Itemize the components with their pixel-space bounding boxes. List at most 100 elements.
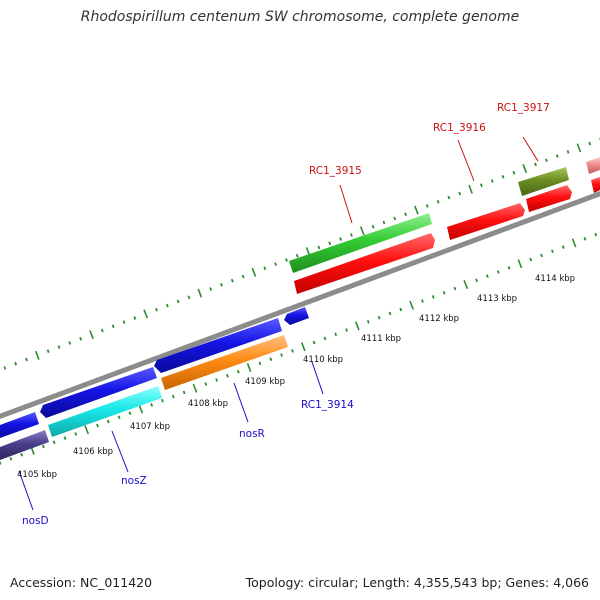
minor-tick <box>317 245 321 250</box>
minor-tick <box>133 316 137 320</box>
minor-tick <box>258 361 262 366</box>
minor-tick <box>220 282 223 287</box>
minor-tick <box>52 440 56 445</box>
minor-tick <box>490 179 494 183</box>
minor-tick <box>226 373 229 378</box>
minor-tick <box>404 212 408 217</box>
minor-tick <box>79 336 83 341</box>
genome-summary-text: Topology: circular; Length: 4,355,543 bp… <box>245 575 589 590</box>
gene-label-nosd: nosD <box>22 515 49 527</box>
leader-line-rc1-3917 <box>522 136 539 162</box>
cds-arrow-rc1-3917-olive[interactable] <box>518 167 569 196</box>
map-title: Rhodospirillum centenum SW chromosome, c… <box>80 9 520 25</box>
leader-line-rc1-3915 <box>339 184 353 224</box>
minor-tick <box>280 353 284 357</box>
cds-arrow-rc1-3916[interactable] <box>447 203 525 240</box>
gene-label-rc1-3917: RC1_3917 <box>497 102 550 114</box>
gene-label-rc1-3914: RC1_3914 <box>301 399 354 411</box>
chromosome-backbone <box>0 191 600 419</box>
minor-tick <box>594 232 598 237</box>
minor-tick <box>555 154 559 158</box>
cds-arrow-orange[interactable] <box>161 335 288 390</box>
minor-tick <box>312 340 316 345</box>
minor-tick <box>176 299 180 304</box>
minor-tick <box>41 444 45 449</box>
cds-arrow-rc1-3914[interactable] <box>284 307 309 325</box>
minor-tick <box>475 278 479 283</box>
major-tick <box>571 238 577 248</box>
minor-tick <box>150 403 154 407</box>
minor-tick <box>155 307 158 312</box>
minor-tick <box>529 257 533 262</box>
cds-arrow-rc1-3917-red[interactable] <box>526 185 572 212</box>
minor-tick <box>388 311 392 316</box>
minor-tick <box>122 320 126 325</box>
minor-tick <box>25 357 28 362</box>
minor-tick <box>339 237 343 241</box>
minor-tick <box>350 233 353 237</box>
leader-line-nosr <box>233 382 249 423</box>
minor-tick <box>550 249 554 254</box>
minor-tick <box>204 382 208 386</box>
gene-label-rc1-3916: RC1_3916 <box>433 122 486 134</box>
scale-label-4107: 4107 kbp <box>130 422 170 432</box>
cds-arrow-rc1-3915-red[interactable] <box>294 233 435 294</box>
minor-tick <box>9 457 13 461</box>
scale-label-4113: 4113 kbp <box>477 294 517 304</box>
major-tick <box>138 404 144 414</box>
minor-tick <box>377 315 381 320</box>
minor-tick <box>241 274 245 279</box>
leader-line-nosz <box>111 430 129 473</box>
leader-line-nosd <box>18 470 34 511</box>
cds-arrow-blue-upper-right[interactable] <box>154 318 282 373</box>
major-tick <box>89 330 94 340</box>
leader-line-rc1-3916 <box>457 139 475 182</box>
major-tick <box>463 280 469 289</box>
minor-tick <box>512 170 516 175</box>
minor-tick <box>442 290 446 295</box>
minor-tick <box>111 324 115 329</box>
scale-label-4114: 4114 kbp <box>535 274 575 284</box>
cds-arrow-rc1-3915-green[interactable] <box>289 213 432 273</box>
minor-tick <box>431 295 435 299</box>
minor-tick <box>421 299 424 303</box>
minor-tick <box>382 220 386 225</box>
minor-tick <box>371 224 375 229</box>
minor-tick <box>20 452 24 457</box>
leader-line-rc1-3914 <box>311 361 324 395</box>
major-tick <box>34 350 40 360</box>
cds-arrow-partial-pink[interactable] <box>586 157 600 174</box>
cds-arrow-cyan[interactable] <box>48 386 162 437</box>
minor-tick <box>540 253 543 258</box>
minor-tick <box>171 394 175 399</box>
cds-arrow-blue-mid[interactable] <box>40 367 157 418</box>
scale-label-4106: 4106 kbp <box>73 447 113 457</box>
major-tick <box>143 309 149 319</box>
minor-tick <box>453 286 457 291</box>
minor-tick <box>215 378 219 382</box>
major-tick <box>522 164 528 174</box>
cds-arrow-blue-left[interactable] <box>0 412 39 438</box>
minor-tick <box>96 423 99 428</box>
scale-label-4111: 4111 kbp <box>361 334 401 344</box>
minor-tick <box>182 390 186 395</box>
minor-tick <box>68 341 72 345</box>
minor-tick <box>274 262 278 266</box>
major-tick <box>576 143 582 153</box>
minor-tick <box>74 432 78 436</box>
cds-arrow-partial-red[interactable] <box>591 177 600 193</box>
cds-arrow-navy[interactable] <box>0 430 49 460</box>
minor-tick <box>436 199 440 204</box>
major-tick <box>409 300 414 310</box>
accession-text: Accession: NC_011420 <box>10 575 153 590</box>
scale-label-4108: 4108 kbp <box>188 399 228 409</box>
minor-tick <box>161 398 164 403</box>
minor-tick <box>328 241 332 246</box>
minor-tick <box>3 366 7 370</box>
minor-tick <box>165 303 169 308</box>
minor-tick <box>479 183 483 188</box>
major-tick <box>192 383 198 393</box>
minor-tick <box>588 141 592 146</box>
minor-tick <box>100 328 104 333</box>
minor-tick <box>366 319 370 324</box>
